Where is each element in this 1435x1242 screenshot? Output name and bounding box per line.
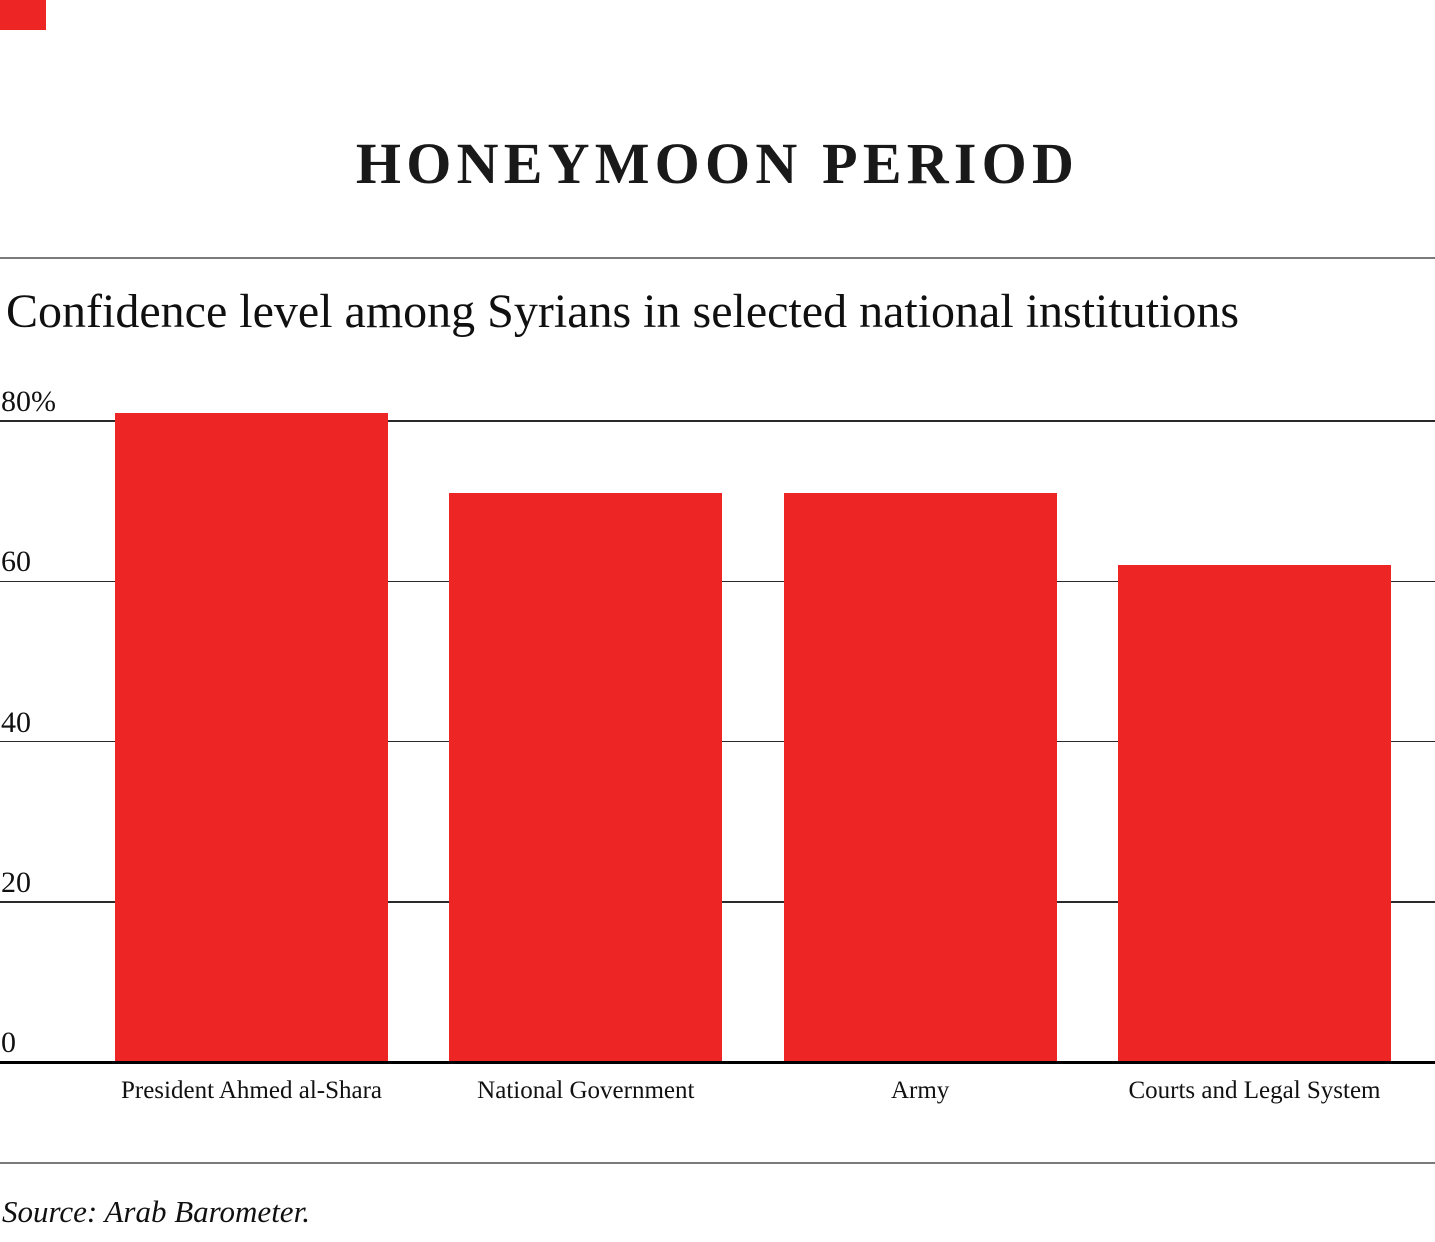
y-tick-label-40: 40 [1,705,31,739]
x-axis-label-4: Courts and Legal System [1128,1077,1381,1104]
x-axis-label-2: National Government [477,1077,695,1104]
brand-mark [0,0,46,30]
x-axis-label-1: President Ahmed al-Shara [120,1077,383,1104]
y-tick-label-20: 20 [1,865,31,899]
chart-subtitle: Confidence level among Syrians in select… [6,285,1240,338]
bar-national-government [449,493,723,1062]
y-tick-label-0: 0 [1,1026,16,1059]
bar-president-ahmed-al-shara [115,412,388,1062]
y-tick-label-60: 60 [1,545,31,579]
y-tick-label-80: 80% [1,385,56,418]
source-note: Source: Arab Barometer. [2,1194,310,1229]
x-axis-line [0,1061,1435,1064]
top-divider [0,257,1435,259]
gridline-80 [0,420,1435,422]
chart-title: HONEYMOON PERIOD [355,131,1080,196]
bar-army [783,493,1057,1062]
bottom-divider [0,1162,1435,1164]
x-axis-label-3: Army [890,1077,950,1104]
bar-courts-and-legal-system [1117,565,1391,1062]
